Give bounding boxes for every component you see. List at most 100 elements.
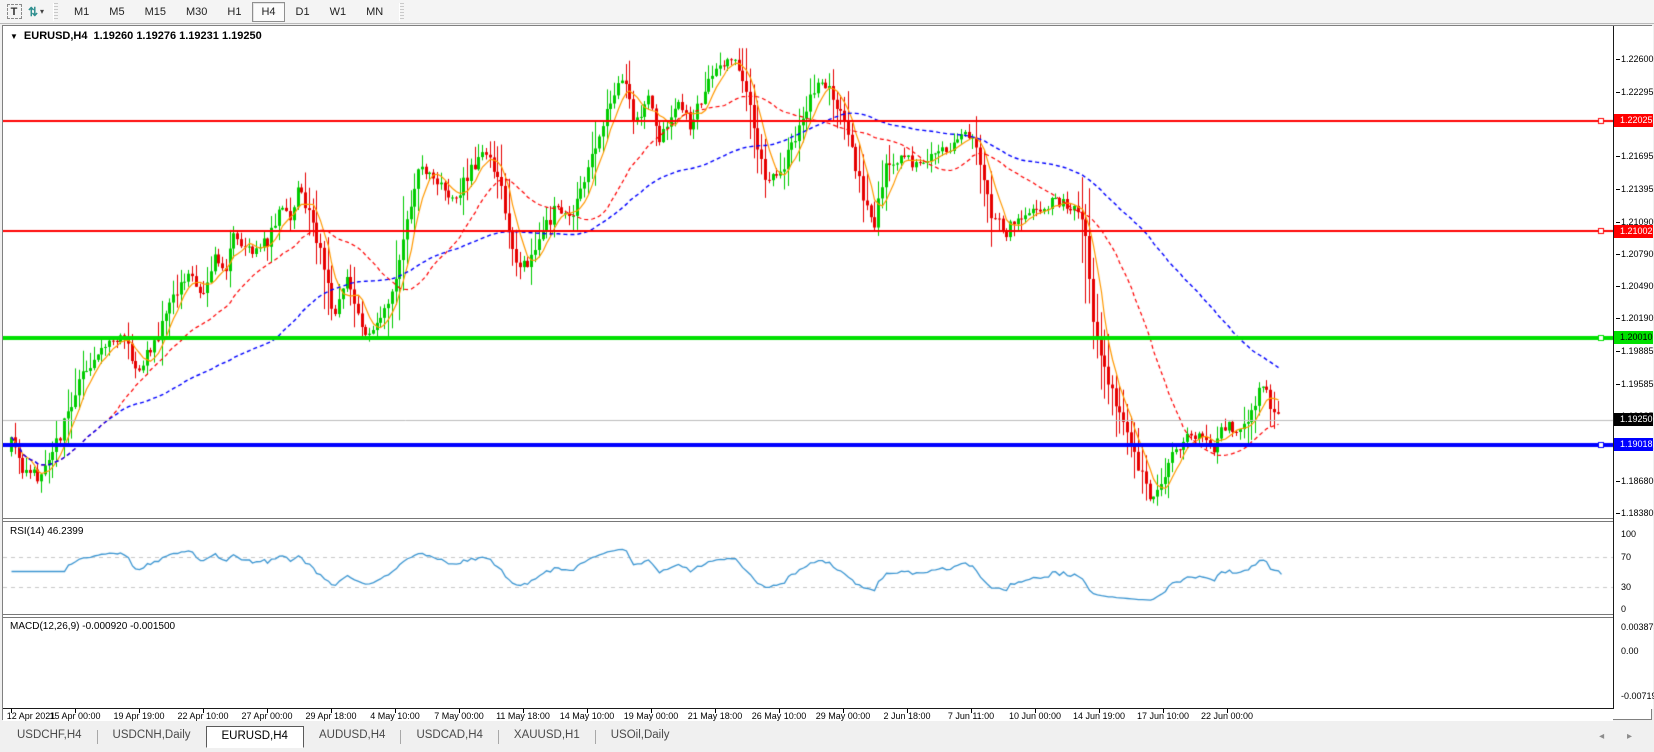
chart-tab-bar: USDCHF,H4 USDCNH,Daily EURUSD,H4 AUDUSD,H4 U… [2,726,1652,748]
time-tick [779,709,780,713]
time-tick-label: 2 Jun 18:00 [883,711,931,721]
time-tick-label: 27 Apr 00:00 [241,711,293,721]
timeframe-button-d1[interactable]: D1 [287,2,319,22]
time-tick [1163,709,1164,713]
pane-divider[interactable] [3,614,1653,615]
time-tick [651,709,652,713]
time-tick-label: 4 May 10:00 [370,711,420,721]
time-tick [203,709,204,713]
chart-tab-audusd[interactable]: AUDUSD,H4 [318,729,386,741]
time-tick-label: 14 May 10:00 [559,711,615,721]
timeframe-button-m30[interactable]: M30 [177,2,216,22]
time-tick [907,709,908,713]
time-tick-label: 11 May 18:00 [496,711,550,721]
time-tick-label: 7 May 00:00 [434,711,484,721]
chart-tab-usdcnh[interactable]: USDCNH,Daily [112,729,191,741]
arrange-charts-button[interactable]: ⇅ ▾ [25,2,47,22]
price-tick [1616,254,1620,255]
price-tick [1616,481,1620,482]
time-tick-label: 7 Jun 11:00 [947,711,995,721]
time-tick [75,709,76,713]
price-tick-label: 1.19885 [1621,346,1654,356]
top-toolbar: T ⇅ ▾ M1 M5 M15 M30 H1 H4 D1 W1 MN [0,0,1654,24]
price-tick [1616,351,1620,352]
toolbar-grip [53,2,58,21]
time-tick-label: 29 May 00:00 [815,711,871,721]
chart-tab-xauusd[interactable]: XAUUSD,H1 [513,729,580,741]
time-tick [331,709,332,713]
time-tick [395,709,396,713]
price-tick-label: 1.22600 [1621,54,1654,64]
time-tick-label: 15 Apr 00:00 [49,711,101,721]
price-tick-label: 1.21695 [1621,151,1654,161]
tab-separator [497,730,499,744]
time-tick [459,709,460,713]
time-tick-label: 21 May 18:00 [687,711,743,721]
chart-dropdown-icon[interactable]: ▼ [10,31,18,41]
level-price-label: 1.22025 [1614,114,1653,127]
price-tick [1616,222,1620,223]
time-tick [1227,709,1228,713]
price-tick [1616,59,1620,60]
price-tick-label: 1.19585 [1621,379,1654,389]
price-axis: 1.226001.222951.219951.216951.213951.210… [1613,26,1654,709]
timeframe-button-h4[interactable]: H4 [252,1,285,22]
rsi-axis-label: 0 [1621,604,1627,614]
macd-axis-label: 0.00 [1621,646,1639,656]
time-tick-label: 19 Apr 19:00 [113,711,165,721]
chart-tab-eurusd[interactable]: EURUSD,H4 [205,726,304,748]
time-tick [971,709,972,713]
price-tick-label: 1.18680 [1621,476,1654,486]
level-price-label: 1.20010 [1614,331,1653,344]
rsi-axis-label: 30 [1621,582,1632,592]
price-tick [1616,318,1620,319]
time-tick [139,709,140,713]
price-chart-canvas[interactable] [3,26,1613,710]
timeframe-button-m1[interactable]: M1 [65,2,98,22]
timeframe-button-m5[interactable]: M5 [100,2,133,22]
time-tick [11,709,12,713]
time-tick-label: 17 Jun 10:00 [1136,711,1190,721]
time-tick [267,709,268,713]
timeframe-button-m15[interactable]: M15 [136,2,175,22]
chart-bottom-border [3,708,1653,709]
price-tick-label: 1.21395 [1621,184,1654,194]
macd-axis-label: 0.003873 [1621,622,1654,632]
timeframe-button-h1[interactable]: H1 [218,2,250,22]
price-tick-label: 1.18380 [1621,508,1654,518]
chart-window: ▼ EURUSD,H4 1.19260 1.19276 1.19231 1.19… [2,25,1654,721]
rsi-axis-label: 100 [1621,529,1637,539]
time-tick-label: 22 Jun 00:00 [1200,711,1254,721]
time-tick [1099,709,1100,713]
tab-separator [400,730,402,744]
price-tick-label: 1.20190 [1621,313,1654,323]
chart-tab-usoil[interactable]: USOil,Daily [610,729,670,741]
rsi-indicator-label: RSI(14) 46.2399 [10,526,84,537]
chart-tab-usdcad[interactable]: USDCAD,H4 [416,729,483,741]
price-tick [1616,384,1620,385]
tabs-scroll-left-button[interactable]: ◂ [1599,731,1615,742]
text-tool-icon: T [6,4,22,19]
chart-title: ▼ EURUSD,H4 1.19260 1.19276 1.19231 1.19… [10,30,262,42]
level-price-label: 1.21002 [1614,225,1653,238]
price-tick-label: 1.20790 [1621,249,1654,259]
pane-divider[interactable] [3,518,1653,519]
rsi-axis-label: 70 [1621,552,1632,562]
time-tick-label: 12 Apr 2021 [6,711,56,721]
text-tool-button[interactable]: T [3,2,25,22]
timeframe-button-mn[interactable]: MN [357,2,392,22]
price-tick-label: 1.20490 [1621,281,1654,291]
tab-separator [594,730,596,744]
timeframe-group: M1 M5 M15 M30 H1 H4 D1 W1 MN [64,1,393,22]
time-tick [523,709,524,713]
pane-divider[interactable] [3,521,1653,522]
time-tick [587,709,588,713]
pane-divider[interactable] [3,617,1653,618]
time-tick [715,709,716,713]
price-tick-label: 1.21090 [1621,217,1654,227]
chart-tab-usdchf[interactable]: USDCHF,H4 [17,729,82,741]
time-tick-label: 19 May 00:00 [623,711,679,721]
timeframe-button-w1[interactable]: W1 [321,2,356,22]
toolbar-grip-end [399,2,405,21]
tabs-scroll-right-button[interactable]: ▸ [1626,731,1642,742]
